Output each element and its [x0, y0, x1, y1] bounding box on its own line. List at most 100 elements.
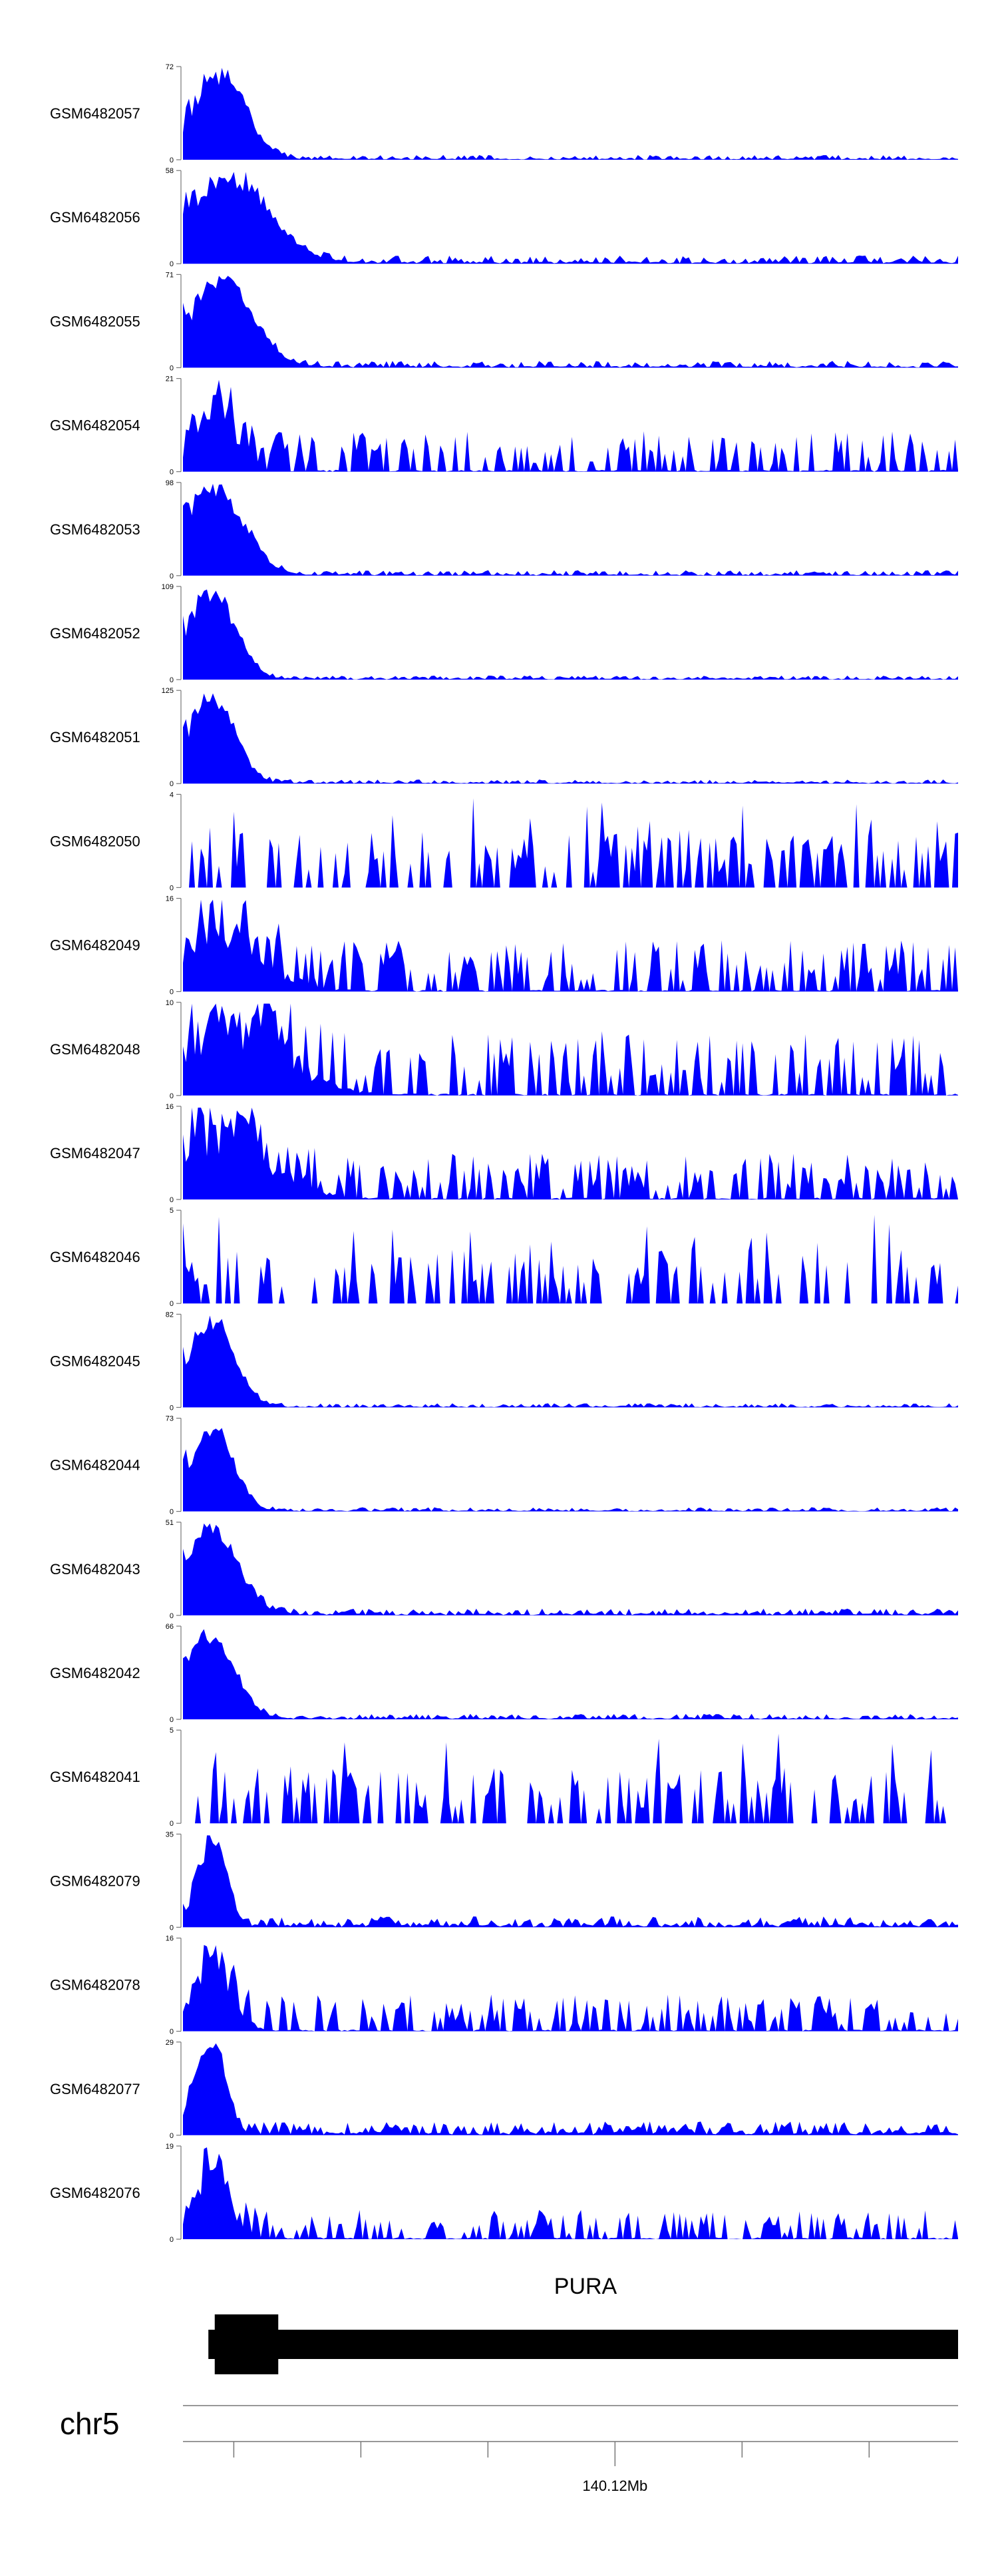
track-GSM6482052: GSM6482052 109 0 — [50, 583, 958, 684]
track-label: GSM6482043 — [50, 1561, 140, 1578]
track-label: GSM6482049 — [50, 937, 140, 954]
track-label: GSM6482054 — [50, 417, 140, 434]
coverage-area — [183, 693, 958, 784]
axis-tick-label: 140.12Mb — [582, 2477, 647, 2494]
track-GSM6482048: GSM6482048 10 0 — [50, 999, 958, 1100]
y-max-label: 5 — [170, 1207, 174, 1215]
y-min-label: 0 — [170, 1716, 174, 1724]
y-max-label: 10 — [166, 999, 174, 1007]
y-min-label: 0 — [170, 260, 174, 268]
track-GSM6482041: GSM6482041 5 0 — [50, 1727, 958, 1828]
y-max-label: 72 — [166, 63, 174, 71]
y-max-label: 98 — [166, 479, 174, 487]
y-min-label: 0 — [170, 2132, 174, 2140]
track-GSM6482056: GSM6482056 58 0 — [50, 167, 958, 268]
track-GSM6482044: GSM6482044 73 0 — [50, 1415, 958, 1516]
y-max-label: 16 — [166, 1935, 174, 1943]
track-label: GSM6482055 — [50, 313, 140, 329]
y-max-label: 5 — [170, 1727, 174, 1735]
coverage-area — [183, 276, 958, 368]
track-GSM6482076: GSM6482076 19 0 — [50, 2143, 958, 2244]
track-label: GSM6482048 — [50, 1041, 140, 1058]
y-min-label: 0 — [170, 884, 174, 892]
track-label: GSM6482046 — [50, 1249, 140, 1265]
track-label: GSM6482045 — [50, 1353, 140, 1369]
y-min-label: 0 — [170, 1820, 174, 1828]
track-label: GSM6482050 — [50, 833, 140, 849]
coverage-area — [183, 798, 958, 888]
track-GSM6482057: GSM6482057 72 0 — [50, 63, 958, 164]
y-max-label: 16 — [166, 1103, 174, 1111]
coverage-area — [183, 1523, 958, 1615]
y-min-label: 0 — [170, 780, 174, 788]
track-GSM6482077: GSM6482077 29 0 — [50, 2039, 958, 2140]
y-max-label: 19 — [166, 2143, 174, 2151]
y-max-label: 29 — [166, 2039, 174, 2047]
track-label: GSM6482052 — [50, 625, 140, 642]
y-max-label: 82 — [166, 1311, 174, 1319]
track-GSM6482079: GSM6482079 35 0 — [50, 1830, 958, 1932]
coverage-area — [183, 1945, 958, 2032]
coverage-area — [183, 1215, 958, 1304]
y-max-label: 16 — [166, 895, 174, 903]
track-label: GSM6482042 — [50, 1665, 140, 1681]
track-label: GSM6482057 — [50, 105, 140, 122]
coverage-area — [183, 172, 958, 264]
y-max-label: 4 — [170, 791, 174, 799]
track-label: GSM6482044 — [50, 1457, 140, 1474]
y-min-label: 0 — [170, 676, 174, 684]
y-min-label: 0 — [170, 364, 174, 372]
y-min-label: 0 — [170, 1300, 174, 1308]
track-label: GSM6482078 — [50, 1977, 140, 1994]
y-min-label: 0 — [170, 469, 174, 477]
gene-name-label: PURA — [554, 2274, 617, 2299]
y-max-label: 73 — [166, 1415, 174, 1423]
coverage-area — [183, 1315, 958, 1408]
track-GSM6482046: GSM6482046 5 0 — [50, 1207, 958, 1308]
y-min-label: 0 — [170, 1508, 174, 1516]
y-min-label: 0 — [170, 2236, 174, 2244]
coverage-area — [183, 589, 958, 680]
gene-body — [208, 2330, 958, 2359]
track-label: GSM6482079 — [50, 1872, 140, 1889]
track-GSM6482054: GSM6482054 21 0 — [50, 375, 958, 477]
track-label: GSM6482077 — [50, 2081, 140, 2097]
y-max-label: 51 — [166, 1519, 174, 1527]
track-GSM6482043: GSM6482043 51 0 — [50, 1519, 958, 1620]
track-label: GSM6482041 — [50, 1769, 140, 1785]
track-GSM6482045: GSM6482045 82 0 — [50, 1311, 958, 1412]
track-label: GSM6482053 — [50, 521, 140, 538]
y-min-label: 0 — [170, 156, 174, 164]
coverage-area — [183, 1108, 958, 1199]
track-GSM6482049: GSM6482049 16 0 — [50, 895, 958, 996]
chromosome-label: chr5 — [60, 2406, 119, 2441]
coverage-tracks: GSM6482057720GSM6482056580GSM6482055710G… — [50, 63, 958, 2244]
coverage-area — [183, 1428, 958, 1512]
coverage-area — [183, 483, 958, 576]
y-max-label: 35 — [166, 1830, 174, 1838]
y-min-label: 0 — [170, 988, 174, 996]
track-GSM6482051: GSM6482051 125 0 — [50, 687, 958, 788]
coverage-area — [183, 1003, 958, 1096]
y-max-label: 66 — [166, 1623, 174, 1631]
y-min-label: 0 — [170, 1196, 174, 1204]
coverage-area — [183, 1733, 958, 1824]
coverage-area — [183, 1629, 958, 1719]
y-max-label: 21 — [166, 375, 174, 383]
coverage-area — [183, 1835, 958, 1928]
coverage-area — [183, 379, 958, 472]
y-min-label: 0 — [170, 2028, 174, 2036]
track-label: GSM6482051 — [50, 729, 140, 746]
gene-annotation-track: PURA — [208, 2274, 958, 2374]
y-max-label: 71 — [166, 271, 174, 279]
coverage-area — [183, 68, 958, 160]
track-GSM6482078: GSM6482078 16 0 — [50, 1935, 958, 2036]
coverage-area — [183, 2147, 958, 2239]
y-min-label: 0 — [170, 572, 174, 580]
track-GSM6482053: GSM6482053 98 0 — [50, 479, 958, 580]
coverage-area — [183, 899, 958, 992]
y-max-label: 58 — [166, 167, 174, 175]
coverage-area — [183, 2043, 958, 2135]
y-max-label: 125 — [162, 687, 174, 695]
